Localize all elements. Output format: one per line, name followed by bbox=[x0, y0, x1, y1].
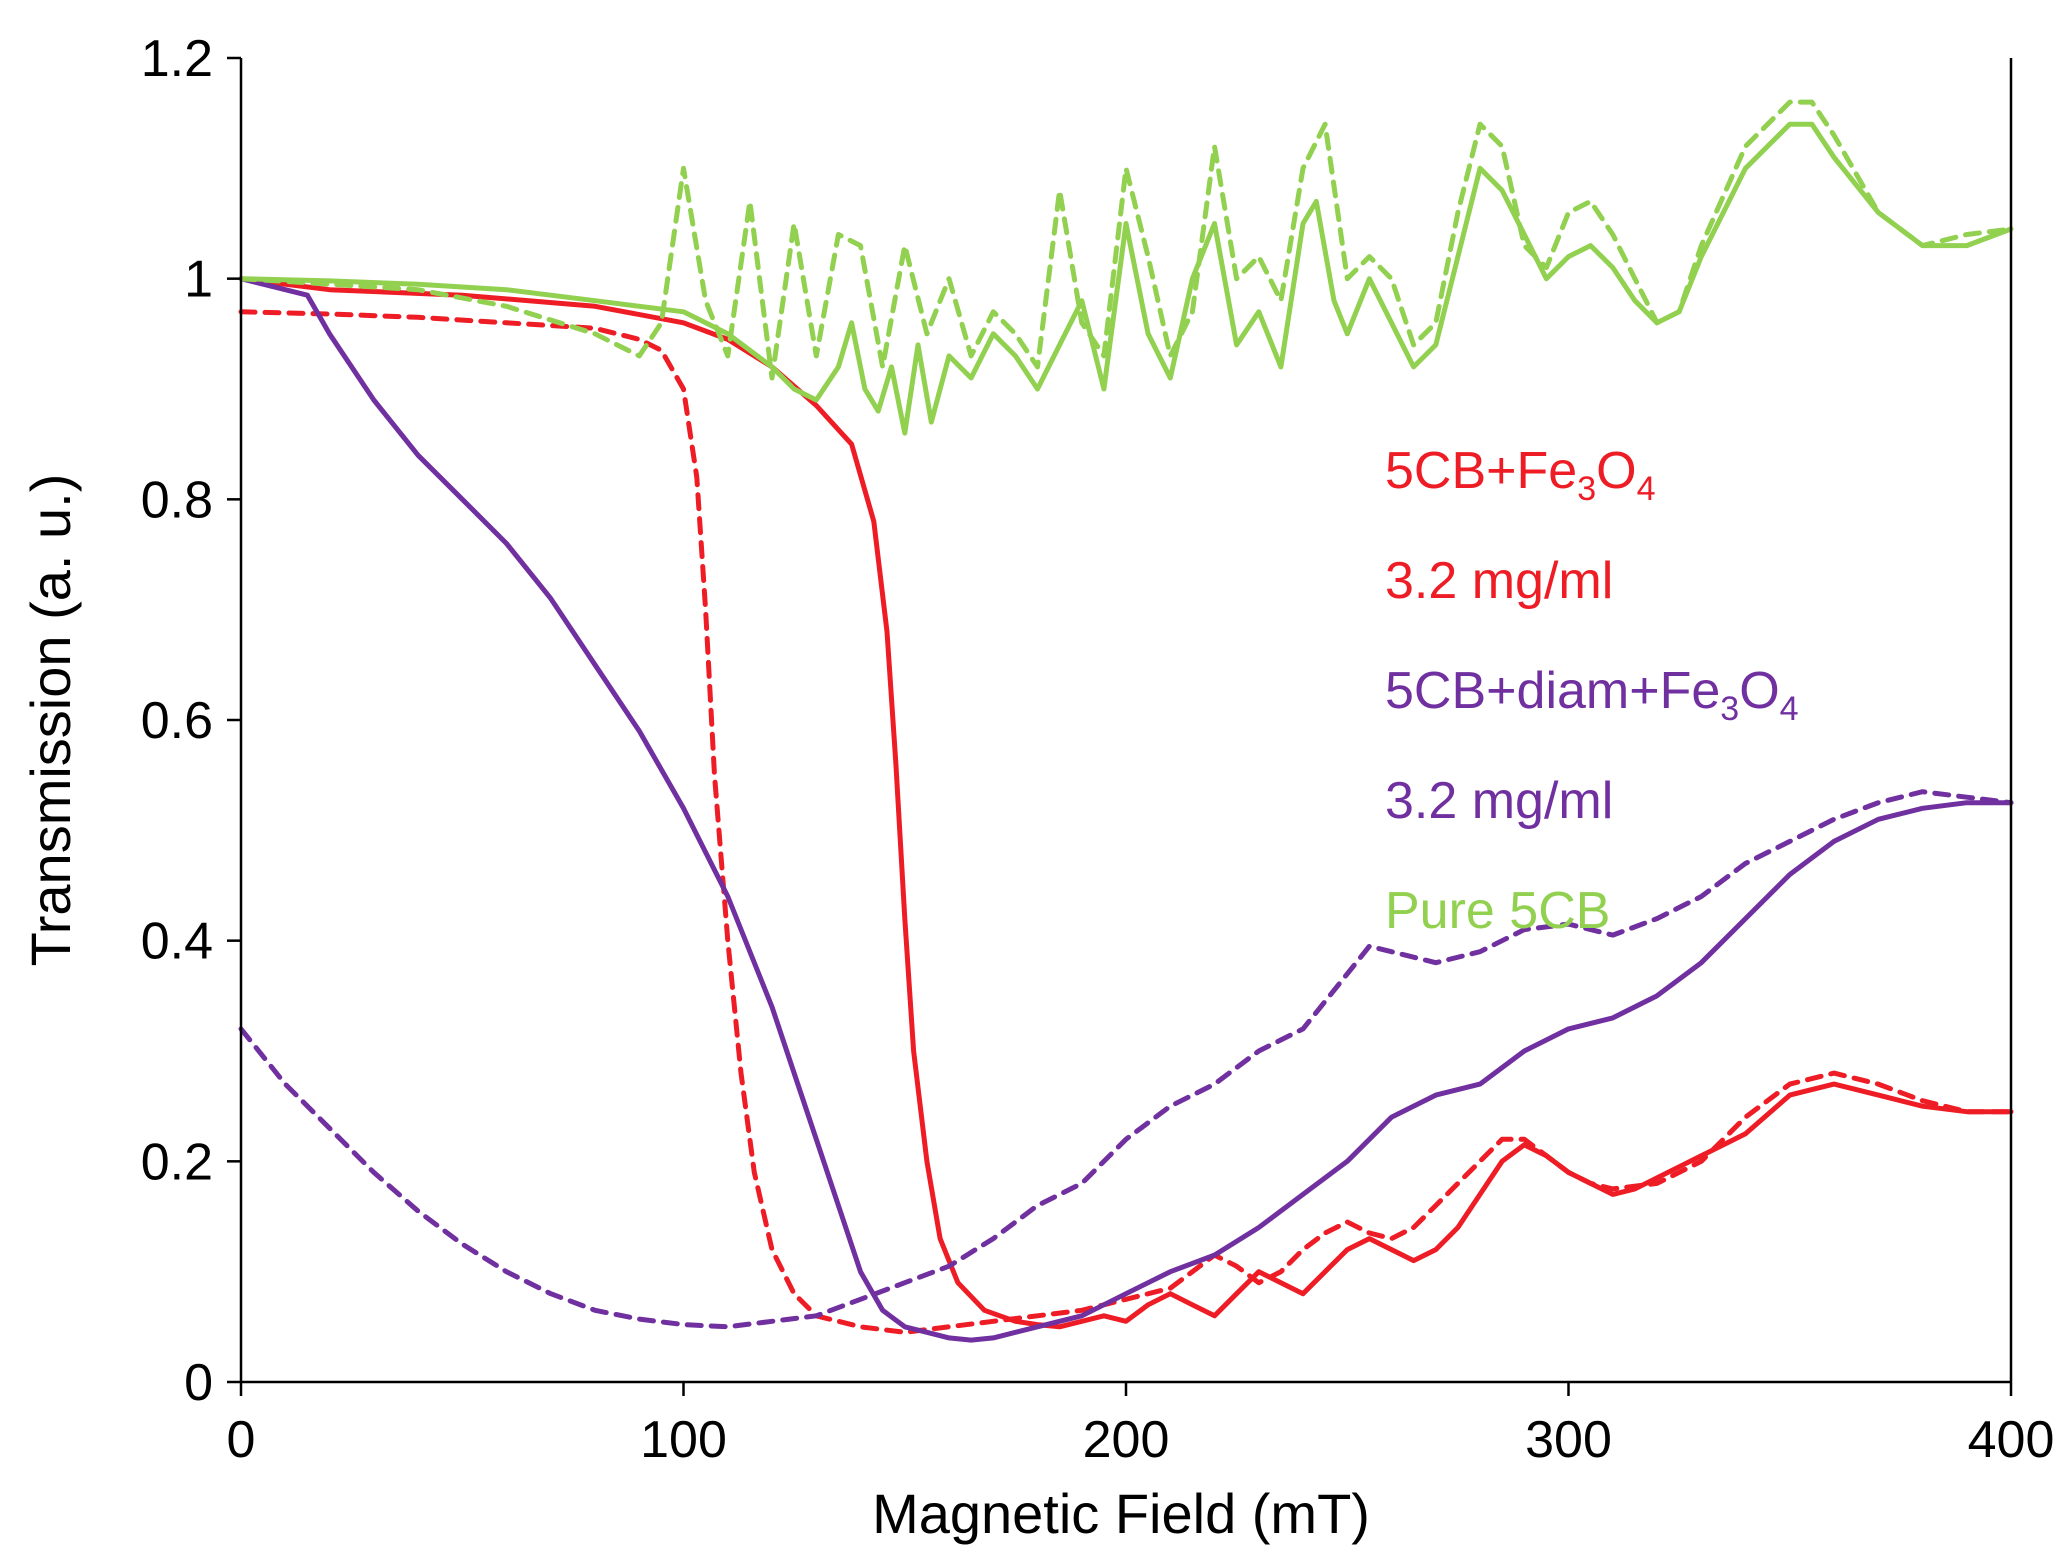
y-tick-label: 0.2 bbox=[141, 1133, 213, 1191]
y-tick-label: 1 bbox=[184, 251, 213, 309]
plot-lines bbox=[238, 99, 2014, 1343]
legend-entry-purple_b: 3.2 mg/ml bbox=[1385, 772, 1613, 830]
x-tick-label: 100 bbox=[640, 1411, 727, 1469]
legend-entry-green: Pure 5CB bbox=[1385, 882, 1610, 940]
series-line-purple-dashed bbox=[238, 789, 2014, 1330]
legend-entry-red_b: 3.2 mg/ml bbox=[1385, 552, 1613, 610]
y-tick-label: 0.4 bbox=[141, 913, 213, 971]
y-tick-label: 0.8 bbox=[141, 471, 213, 529]
y-tick-label: 1.2 bbox=[141, 30, 213, 88]
series-line-purple-solid bbox=[238, 276, 2014, 1343]
ticks: 0 100 200 300 400 0 0.2 0.4 0.6 0.8 1 1.2 bbox=[141, 30, 2055, 1469]
y-axis-title: Transmission (a. u.) bbox=[19, 474, 82, 967]
x-tick-label: 400 bbox=[1968, 1411, 2055, 1469]
legend-text-part: O bbox=[1739, 662, 1779, 720]
legend-subscript: 4 bbox=[1637, 470, 1656, 508]
legend-subscript: 3 bbox=[1720, 690, 1739, 728]
legend-subscript: 3 bbox=[1577, 470, 1596, 508]
x-axis-title: Magnetic Field (mT) bbox=[872, 1482, 1370, 1545]
legend-entry-red_a: 5CB+Fe3O4 bbox=[1385, 442, 1656, 508]
legend-subscript: 4 bbox=[1780, 690, 1799, 728]
legend-text-part: O bbox=[1596, 442, 1636, 500]
x-tick-label: 300 bbox=[1525, 1411, 1612, 1469]
series-line-red-solid bbox=[238, 276, 2014, 1330]
axes bbox=[239, 58, 2013, 1384]
legend-text-part: 5CB+diam+Fe bbox=[1385, 662, 1720, 720]
legend-entry-purple_a: 5CB+diam+Fe3O4 bbox=[1385, 662, 1799, 728]
y-tick-label: 0 bbox=[184, 1354, 213, 1412]
legend-text-part: 5CB+Fe bbox=[1385, 442, 1577, 500]
series-line-green-dashed bbox=[238, 99, 2014, 381]
y-tick-label: 0.6 bbox=[141, 692, 213, 750]
series-line-red-dashed bbox=[238, 309, 2014, 1335]
x-tick-label: 0 bbox=[227, 1411, 256, 1469]
x-tick-label: 200 bbox=[1083, 1411, 1170, 1469]
